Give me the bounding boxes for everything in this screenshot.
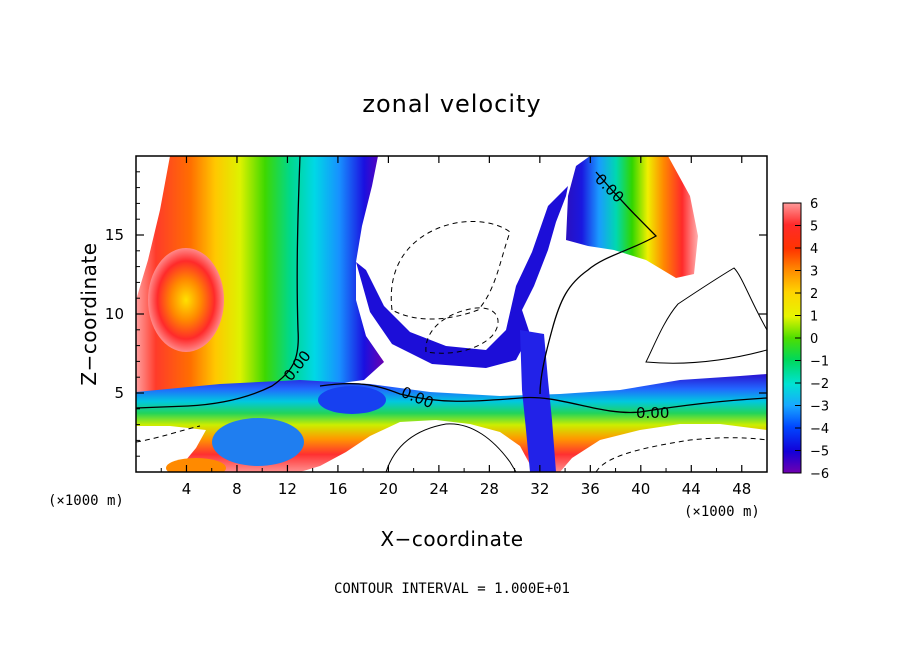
x-axis-label: X−coordinate: [380, 527, 523, 551]
colorbar: 6 5 4 3 2 1 0 −1 −2 −3 −4 −5 −6: [782, 197, 829, 482]
field-left-warm-blob: [148, 248, 224, 352]
colorbar-tick-label: 6: [810, 197, 818, 212]
x-tick-label: 16: [328, 480, 347, 498]
colorbar-tick-label: −3: [810, 400, 829, 415]
colorbar-tick-label: −5: [810, 445, 829, 460]
y-axis-label: Z−coordinate: [77, 242, 101, 385]
contour-zero-left: [136, 156, 301, 409]
x-tick-label: 24: [429, 480, 448, 498]
x-tick-label: 20: [379, 480, 398, 498]
field-mid-blue-patch: [318, 386, 386, 414]
velocity-field: 0.00 0.00 0.00 0.00: [136, 156, 767, 472]
x-tick-label: 12: [278, 480, 297, 498]
chart-title: zonal velocity: [362, 90, 541, 118]
field-bottom-warm-patch: [166, 458, 226, 472]
x-tick-label: 32: [530, 480, 549, 498]
contour-positive-bottom: [385, 423, 517, 472]
field-center-dip: [356, 186, 568, 368]
z-unit-label: (×1000 m): [48, 493, 124, 509]
colorbar-tick-label: −1: [810, 355, 829, 370]
x-tick-label: 44: [682, 480, 701, 498]
field-bottom-blue-patch: [212, 418, 304, 466]
contour-label: 0.00: [636, 404, 669, 422]
contour-zero-center: [319, 382, 767, 414]
contour-negative-top: [390, 221, 511, 320]
colorbar-tick-label: 2: [810, 287, 818, 302]
colorbar-tick-label: −4: [810, 422, 829, 437]
y-tick-label: 10: [105, 305, 124, 323]
colorbar-tick-label: 3: [810, 265, 818, 280]
contour-negative-mid: [425, 307, 499, 354]
contour-positive-right: [645, 267, 767, 364]
x-unit-label: (×1000 m): [684, 504, 760, 520]
contour-negative-bottom-right: [595, 437, 767, 472]
y-tick-label: 5: [114, 384, 124, 402]
colorbar-tick-label: 0: [810, 332, 818, 347]
field-central-jet: [520, 330, 556, 472]
colorbar-tick-label: 5: [810, 220, 818, 235]
x-tick-label: 8: [232, 480, 242, 498]
x-tick-label: 28: [480, 480, 499, 498]
contour-zero-right: [539, 171, 658, 395]
y-tick-label: 15: [105, 226, 124, 244]
colorbar-tick-label: 4: [810, 242, 818, 257]
x-tick-label: 4: [182, 480, 192, 498]
x-tick-label: 40: [631, 480, 650, 498]
colorbar-tick-label: −6: [810, 467, 829, 482]
y-axis: 5 10 15: [105, 171, 767, 457]
x-tick-label: 48: [732, 480, 751, 498]
x-axis: 4 8 12 16 20 24 28 32 36 40 44 48: [160, 156, 751, 498]
contour-interval-footer: CONTOUR INTERVAL = 1.000E+01: [334, 581, 570, 597]
field-right-column: [566, 156, 698, 278]
colorbar-tick-label: −2: [810, 377, 829, 392]
colorbar-tick-label: 1: [810, 310, 818, 325]
x-tick-label: 36: [581, 480, 600, 498]
